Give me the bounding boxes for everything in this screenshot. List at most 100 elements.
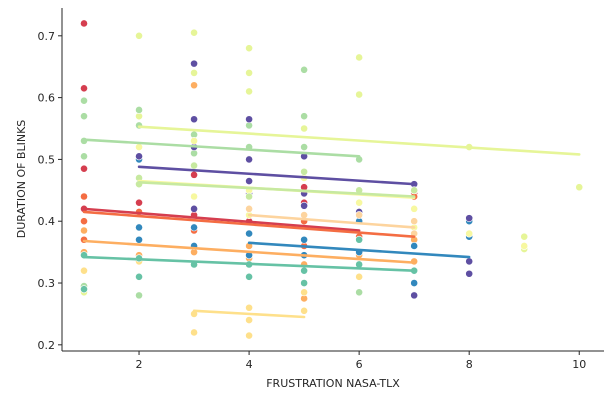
x-tick-label: 2 xyxy=(136,358,143,371)
data-point xyxy=(135,152,143,161)
y-tick-label: 0.2 xyxy=(38,339,56,352)
regression-line-7 xyxy=(82,255,416,272)
data-point xyxy=(190,68,198,77)
data-point xyxy=(80,226,88,235)
data-point xyxy=(80,285,88,294)
data-point xyxy=(80,266,88,275)
y-tick-label: 0.4 xyxy=(38,215,56,228)
regression-line-9 xyxy=(137,165,416,186)
regression-line-1 xyxy=(82,207,361,232)
data-point xyxy=(520,232,529,241)
data-point xyxy=(300,112,309,121)
y-tick-label: 0.5 xyxy=(38,153,56,166)
data-point xyxy=(575,183,584,192)
data-point xyxy=(355,235,364,244)
data-point xyxy=(410,186,419,195)
data-point xyxy=(190,81,198,90)
data-point xyxy=(190,161,198,170)
data-point xyxy=(465,269,474,278)
regression-line-4 xyxy=(192,309,306,319)
x-tick-label: 10 xyxy=(572,358,586,371)
data-point xyxy=(245,303,253,312)
data-point xyxy=(80,192,88,201)
x-tick-label: 6 xyxy=(356,358,363,371)
data-point xyxy=(245,177,253,185)
data-point xyxy=(135,198,143,207)
data-point xyxy=(410,242,419,250)
x-ticks: 2 4 6 8 10 xyxy=(136,351,586,371)
data-point xyxy=(300,167,309,176)
data-point xyxy=(410,217,419,226)
y-axis-label: DURATION OF BLINKS xyxy=(15,120,28,239)
data-point xyxy=(520,242,529,250)
y-tick-label: 0.6 xyxy=(38,92,56,105)
data-point xyxy=(135,106,143,114)
data-point xyxy=(135,272,143,281)
regression-line-2 xyxy=(82,210,416,238)
data-point xyxy=(190,204,198,213)
data-point xyxy=(245,272,253,281)
data-point xyxy=(80,96,88,105)
data-point xyxy=(135,31,143,40)
data-point xyxy=(355,198,364,207)
data-point xyxy=(245,155,253,164)
regression-line-12 xyxy=(247,213,416,229)
data-point xyxy=(465,229,474,238)
data-point xyxy=(80,217,88,226)
data-point xyxy=(245,87,253,96)
data-point xyxy=(190,28,198,37)
data-point xyxy=(355,272,364,281)
regression-line-5 xyxy=(137,125,581,156)
data-point xyxy=(245,204,253,213)
regression-line-3 xyxy=(82,239,416,264)
data-point xyxy=(190,170,198,179)
y-tick-label: 0.3 xyxy=(38,277,56,290)
data-point xyxy=(245,316,253,324)
data-point xyxy=(245,68,253,77)
regression-line-6 xyxy=(82,138,361,158)
data-point xyxy=(410,279,419,287)
data-point xyxy=(80,164,88,173)
data-point xyxy=(135,235,143,244)
data-point xyxy=(355,288,364,297)
data-point xyxy=(245,192,253,201)
data-point xyxy=(135,143,143,151)
regression-line-11 xyxy=(137,180,416,198)
data-point xyxy=(80,152,88,161)
data-points-layer xyxy=(80,19,584,340)
data-point xyxy=(80,112,88,121)
data-point xyxy=(355,211,364,219)
data-point xyxy=(410,204,419,213)
data-point xyxy=(355,90,364,99)
data-point xyxy=(190,136,198,145)
x-tick-label: 4 xyxy=(246,358,253,371)
data-point xyxy=(80,84,88,93)
regression-line-8 xyxy=(247,241,471,259)
data-point xyxy=(190,192,198,201)
y-tick-label: 0.7 xyxy=(38,30,56,43)
y-ticks: 0.2 0.3 0.4 0.5 0.6 0.7 xyxy=(38,30,62,352)
data-point xyxy=(300,288,309,297)
data-point xyxy=(300,201,309,210)
data-point xyxy=(300,235,309,244)
data-point xyxy=(300,124,309,133)
data-point xyxy=(135,291,143,300)
data-point xyxy=(190,328,198,337)
data-point xyxy=(300,143,309,151)
data-point xyxy=(300,266,309,275)
data-point xyxy=(465,257,474,266)
x-tick-label: 8 xyxy=(466,358,473,371)
data-point xyxy=(245,229,253,238)
data-point xyxy=(355,53,364,62)
data-point xyxy=(245,44,253,53)
data-point xyxy=(190,115,198,124)
data-point xyxy=(300,65,309,74)
data-point xyxy=(190,59,198,68)
regression-lines-layer xyxy=(82,125,581,319)
data-point xyxy=(245,115,253,124)
data-point xyxy=(80,19,88,28)
data-point xyxy=(300,279,309,287)
data-point xyxy=(135,223,143,232)
